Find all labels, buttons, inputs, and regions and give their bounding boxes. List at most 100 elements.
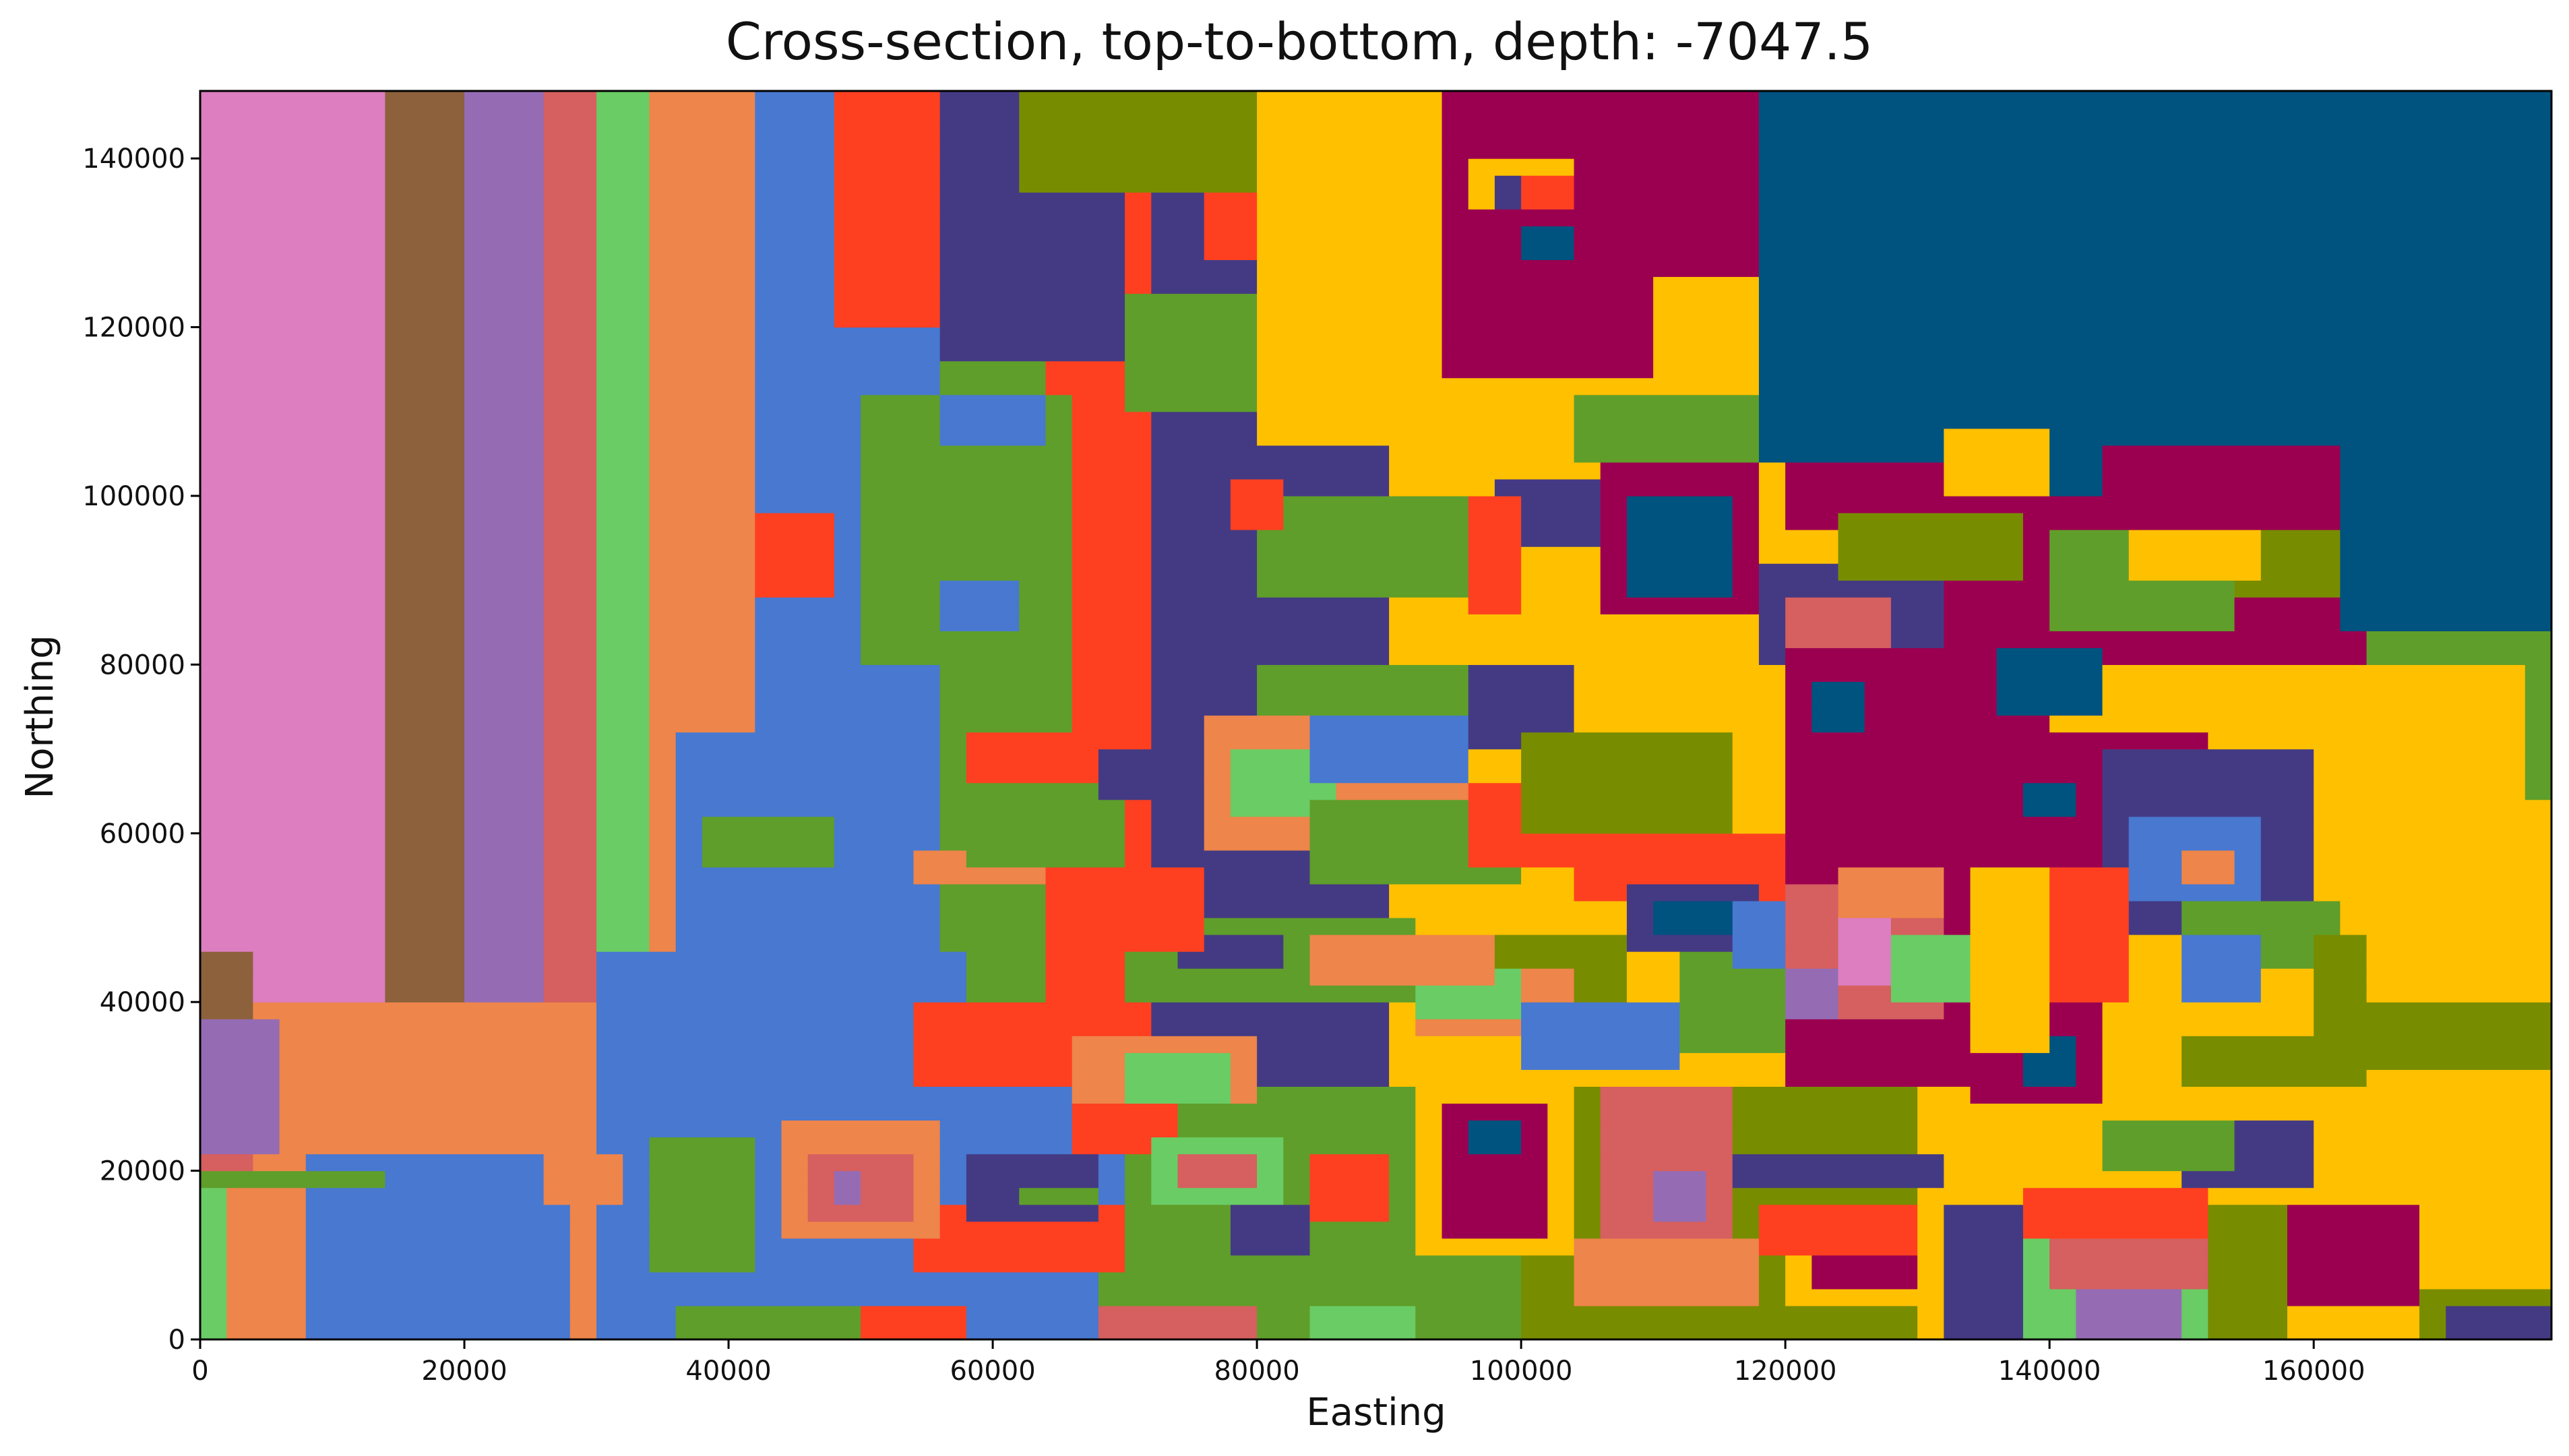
heatmap-cell bbox=[1785, 968, 1839, 986]
heatmap-cell bbox=[596, 799, 650, 817]
heatmap-cell bbox=[279, 1036, 597, 1053]
heatmap-cell bbox=[200, 614, 386, 631]
heatmap-cell bbox=[1389, 1069, 1786, 1087]
heatmap-cell bbox=[675, 833, 703, 851]
heatmap-cell bbox=[1045, 883, 1205, 901]
heatmap-cell bbox=[1204, 816, 1311, 834]
heatmap-cell bbox=[1125, 243, 1152, 260]
heatmap-cell bbox=[1230, 1238, 1311, 1256]
heatmap-cell bbox=[755, 344, 941, 362]
heatmap-cell bbox=[1653, 1204, 1707, 1222]
heatmap-cell bbox=[1389, 462, 1601, 480]
heatmap-cell bbox=[2181, 1069, 2367, 1087]
heatmap-cell bbox=[2022, 1288, 2076, 1306]
heatmap-cell bbox=[649, 411, 755, 429]
heatmap-cell bbox=[200, 698, 386, 716]
heatmap-cell bbox=[1257, 1170, 1284, 1189]
heatmap-cell bbox=[1758, 377, 2552, 395]
heatmap-cell bbox=[279, 1103, 597, 1121]
heatmap-cell bbox=[596, 782, 650, 800]
heatmap-cell bbox=[2340, 530, 2552, 547]
heatmap-cell bbox=[2128, 883, 2262, 901]
heatmap-cell bbox=[1574, 1103, 1601, 1121]
heatmap-cell bbox=[966, 765, 1099, 784]
heatmap-cell bbox=[596, 259, 650, 278]
heatmap-cell bbox=[1468, 681, 1575, 699]
heatmap-cell bbox=[861, 394, 941, 412]
heatmap-cell bbox=[1838, 935, 1892, 952]
heatmap-cell bbox=[649, 377, 755, 395]
heatmap-cell bbox=[1098, 1204, 1125, 1222]
heatmap-cell bbox=[1785, 732, 2208, 750]
heatmap-cell bbox=[861, 1322, 967, 1340]
heatmap-cell bbox=[1785, 597, 1892, 614]
heatmap-cell bbox=[279, 1086, 597, 1104]
heatmap-cell bbox=[649, 749, 677, 767]
heatmap-cell bbox=[1389, 1153, 1416, 1172]
heatmap-cell bbox=[1574, 1238, 1760, 1256]
heatmap-cell bbox=[1019, 141, 1258, 159]
heatmap-cell bbox=[1653, 1187, 1707, 1205]
heatmap-cell bbox=[1758, 344, 2552, 362]
heatmap-cell bbox=[596, 1052, 915, 1070]
heatmap-cell bbox=[543, 428, 597, 446]
heatmap-cell bbox=[1309, 1170, 1390, 1189]
heatmap-cell bbox=[1574, 664, 1786, 683]
heatmap-cell bbox=[2102, 1069, 2182, 1087]
heatmap-cell bbox=[543, 462, 597, 480]
heatmap-cell bbox=[781, 1137, 941, 1155]
x-tick-label: 80000 bbox=[1214, 1356, 1299, 1387]
heatmap-cell bbox=[1838, 530, 2024, 547]
heatmap-cell bbox=[385, 175, 465, 193]
heatmap-cell bbox=[200, 1103, 280, 1121]
heatmap-cell bbox=[596, 1137, 650, 1155]
heatmap-cell bbox=[1125, 1052, 1231, 1070]
heatmap-cell bbox=[226, 1221, 307, 1239]
heatmap-cell bbox=[913, 1153, 941, 1172]
heatmap-cell bbox=[596, 1120, 782, 1138]
heatmap-cell bbox=[1098, 1271, 1522, 1290]
heatmap-cell bbox=[1758, 259, 2552, 278]
heatmap-cell bbox=[1970, 1019, 2050, 1036]
heatmap-cell bbox=[2314, 1002, 2552, 1019]
heatmap-cell bbox=[755, 125, 835, 142]
heatmap-cell bbox=[543, 276, 597, 294]
heatmap-cell bbox=[2340, 546, 2552, 564]
heatmap-cell bbox=[200, 883, 386, 901]
heatmap-cell bbox=[279, 1052, 597, 1070]
heatmap-cell bbox=[861, 513, 1073, 530]
heatmap-cell bbox=[781, 1204, 809, 1222]
heatmap-cell bbox=[1970, 1002, 2050, 1019]
heatmap-cell bbox=[1785, 799, 2024, 817]
heatmap-cell bbox=[1758, 614, 1786, 631]
heatmap-cell bbox=[755, 141, 835, 159]
heatmap-cell bbox=[861, 1187, 915, 1205]
heatmap-cell bbox=[1415, 1120, 1443, 1138]
heatmap-cell bbox=[1758, 462, 1786, 480]
heatmap-cell bbox=[1758, 209, 2552, 226]
heatmap-cell bbox=[1283, 1137, 1416, 1155]
heatmap-cell bbox=[1785, 883, 1839, 901]
heatmap-cell bbox=[1442, 91, 1760, 108]
heatmap-cell bbox=[1574, 1271, 1760, 1290]
heatmap-cell bbox=[2260, 883, 2314, 901]
heatmap-cell bbox=[2525, 749, 2552, 767]
heatmap-cell bbox=[939, 209, 1125, 226]
heatmap-cell bbox=[2022, 1204, 2208, 1222]
heatmap-cell bbox=[596, 732, 650, 750]
heatmap-cell bbox=[200, 1137, 280, 1155]
heatmap-cell bbox=[596, 1103, 1073, 1121]
heatmap-cell bbox=[596, 276, 650, 294]
heatmap-cell bbox=[226, 1288, 307, 1306]
heatmap-cell bbox=[253, 968, 386, 986]
heatmap-cell bbox=[385, 850, 465, 868]
heatmap-cell bbox=[464, 125, 545, 142]
heatmap-cell bbox=[1151, 478, 1231, 497]
heatmap-cell bbox=[1098, 1170, 1125, 1189]
heatmap-cell bbox=[755, 175, 835, 193]
heatmap-cell bbox=[913, 1052, 1073, 1070]
heatmap-cell bbox=[1257, 681, 1469, 699]
heatmap-cell bbox=[755, 243, 835, 260]
heatmap-cell bbox=[543, 478, 597, 497]
heatmap-cell bbox=[1415, 917, 1628, 935]
